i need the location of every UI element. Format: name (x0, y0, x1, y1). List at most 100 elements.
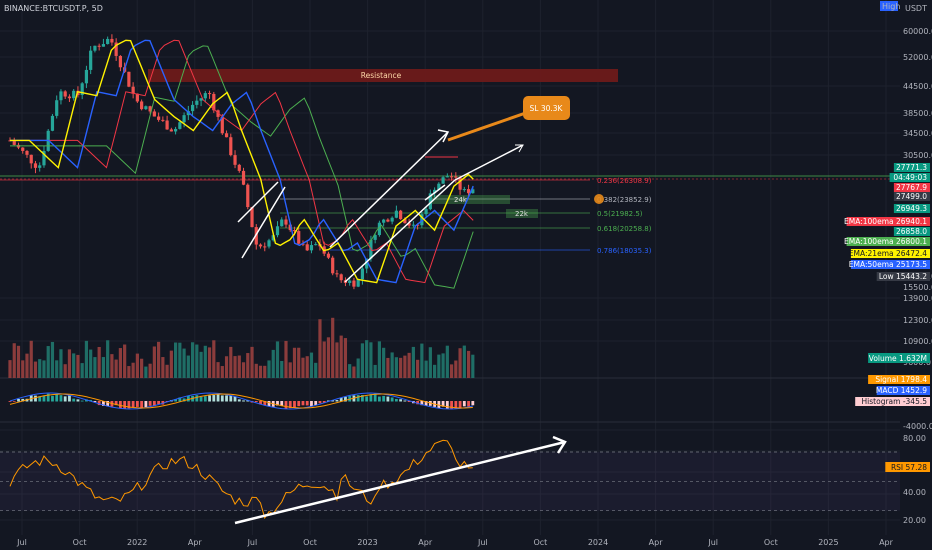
candle-body (288, 224, 292, 231)
macd-histogram-bar (284, 401, 288, 409)
volume-bar (471, 354, 475, 378)
volume-bar (67, 349, 72, 378)
candle-body (97, 45, 101, 47)
rsi-tag-label: RSI 57.28 (891, 463, 927, 472)
volume-bar (46, 346, 50, 378)
macd-histogram-bar (118, 401, 122, 409)
macd-histogram-bar (123, 401, 127, 409)
macd-histogram-bar (174, 399, 177, 402)
macd-histogram-bar (288, 401, 292, 409)
macd-histogram-bar (305, 401, 309, 406)
volume-bar (80, 363, 84, 378)
time-tick: Apr (649, 538, 664, 547)
macd-histogram-bar (314, 401, 318, 406)
volume-bar (441, 353, 445, 378)
macd-histogram-bar (216, 394, 220, 402)
candle-body (428, 193, 432, 210)
price-tag-bg (876, 272, 930, 281)
volume-bar (148, 363, 152, 378)
macd-histogram-bar (68, 395, 71, 402)
volume-bar (305, 356, 309, 378)
macd-histogram-bar (322, 401, 326, 403)
macd-histogram-bar (102, 401, 105, 406)
volume-bar (42, 360, 46, 378)
macd-histogram-bar (437, 401, 441, 409)
macd-histogram-bar (403, 400, 407, 402)
macd-histogram-bar (318, 401, 322, 404)
candle-body (207, 93, 212, 95)
candle-body (390, 217, 394, 222)
candle-body (331, 257, 335, 274)
volume-bar (233, 356, 237, 378)
macd-signal-line (9, 393, 473, 409)
time-tick: Jul (16, 538, 27, 547)
candle-body (411, 224, 415, 226)
volume-bar (169, 350, 173, 378)
time-tick: Jul (477, 538, 488, 547)
volume-bar (433, 364, 437, 378)
macd-histogram-bar (394, 398, 398, 402)
candle-body (72, 90, 76, 99)
volume-bar (420, 343, 424, 378)
candle-body (178, 122, 182, 129)
volume-bar (314, 362, 318, 378)
volume-bar (72, 353, 76, 378)
volume-bar (309, 352, 314, 378)
candle-body (127, 71, 131, 87)
time-tick: Oct (73, 538, 87, 547)
macd-histogram-bar (450, 401, 453, 409)
candle-body (140, 101, 144, 110)
volume-bar (110, 354, 114, 378)
volume-bar (466, 350, 471, 378)
macd-histogram-bar (356, 395, 360, 402)
ema-layer (10, 39, 474, 289)
resistance-label: Resistance (361, 71, 402, 80)
price-tick: 52000.0 (903, 53, 932, 62)
volume-bar (297, 347, 301, 378)
macd-histogram-bar (335, 400, 339, 402)
macd-tag-label: Signal 1798.4 (875, 375, 927, 384)
price-tick: 60000.0 (903, 27, 932, 36)
volume-bar (118, 348, 122, 378)
candle-body (449, 176, 454, 178)
volume-bar (424, 360, 428, 378)
macd-histogram-bar (382, 395, 386, 402)
volume-bar (8, 360, 12, 378)
candle-body (131, 86, 135, 94)
macd-histogram-bar (152, 401, 156, 407)
macd-histogram-bar (467, 401, 470, 407)
fib-label-2: 0.5(21982.5) (597, 210, 643, 218)
rsi-trendline (234, 440, 566, 525)
candle-body (301, 243, 305, 245)
volume-bar (135, 353, 139, 378)
candle-body (84, 69, 89, 84)
price-tick: 34500.0 (903, 129, 932, 138)
volume-bar (55, 360, 59, 378)
volume-bar (318, 319, 322, 378)
candle-body (352, 280, 356, 287)
price-tag-label: EMA:100ema 26800.1 (844, 237, 927, 246)
volume-bar (178, 342, 182, 378)
macd-histogram-bar (34, 395, 37, 402)
macd-histogram-bar (348, 395, 352, 402)
candle-body (420, 214, 424, 226)
candle-body (101, 44, 106, 47)
candle-body (275, 226, 280, 236)
macd-histogram-bar (199, 396, 203, 402)
macd-histogram-bar (242, 400, 245, 402)
candle-body (89, 50, 93, 70)
price-tag-bg (846, 217, 930, 226)
macd-histogram-bar (267, 401, 271, 407)
high-tag-bg (880, 1, 898, 11)
price-tag-bg (850, 260, 930, 269)
candle-body (297, 231, 301, 244)
candle-body (424, 209, 428, 215)
macd-histogram-bar (55, 394, 59, 402)
volume-bar (38, 359, 42, 378)
candle-body (38, 165, 42, 168)
macd-histogram-bar (12, 401, 16, 402)
candle-body (284, 219, 288, 225)
price-tag-bg (893, 192, 930, 201)
macd-histogram-bar (225, 395, 228, 402)
